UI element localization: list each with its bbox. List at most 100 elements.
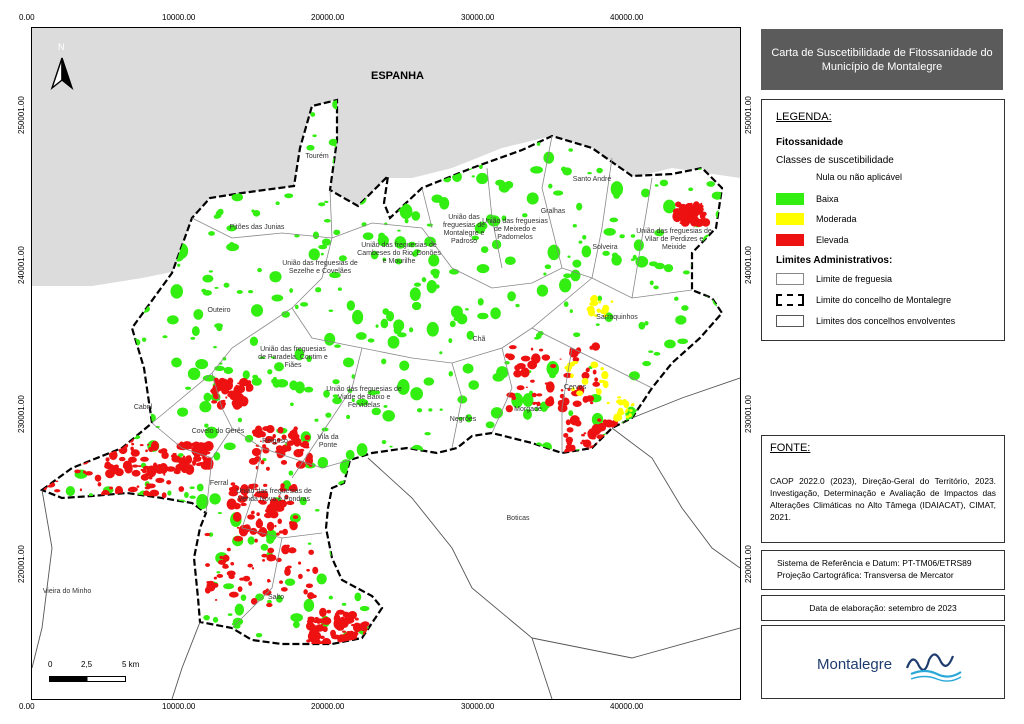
baixa-patch [215,210,222,219]
baixa-patch [216,571,221,574]
baixa-patch [489,144,498,150]
elevada-patch [346,630,351,636]
elevada-patch [194,452,201,459]
country-label-spain: ESPANHA [371,70,424,82]
elevada-patch [226,547,231,552]
baixa-patch [242,370,250,380]
baixa-patch [107,136,120,142]
baixa-patch [275,201,280,206]
baixa-patch [170,188,181,195]
baixa-patch [177,407,189,417]
elevada-patch [288,547,297,554]
baixa-patch [507,291,516,302]
baixa-patch [190,336,196,340]
baixa-patch [65,486,76,497]
baixa-patch [247,536,255,545]
elevada-patch [531,392,537,398]
elevada-patch [278,495,281,498]
elevada-patch [238,524,249,537]
elevada-patch [140,468,143,472]
baixa-patch [228,241,235,248]
baixa-patch [367,389,378,396]
baixa-patch [381,358,387,365]
elevada-patch [260,490,269,500]
baixa-patch [632,254,637,260]
elevada-patch [597,418,602,422]
elevada-patch [161,492,167,499]
fonte-title: FONTE: [770,442,811,454]
elevada-patch [105,457,110,462]
parish-label: União das freguesias de Paradela, Contim… [258,346,328,369]
baixa-patch [252,374,259,380]
baixa-patch [299,497,307,506]
scale-label-end: 5 km [122,660,140,669]
baixa-patch [457,395,468,404]
baixa-patch [157,178,164,183]
legend-label: Moderada [816,214,857,224]
baixa-patch [332,394,339,398]
baixa-patch [272,379,281,388]
elevada-patch [84,471,93,476]
elevada-patch [266,602,273,608]
baixa-patch [293,621,300,629]
elevada-patch [262,558,266,562]
baixa-patch [129,200,136,205]
elevada-patch [285,445,292,452]
baixa-patch [572,223,577,228]
baixa-patch [129,264,138,274]
elevada-patch [309,594,317,599]
baixa-patch [581,245,592,258]
elevada-patch [220,399,226,403]
baixa-patch [314,509,320,512]
y-tick: 250001.00 [17,96,26,134]
moderada-patch [623,400,630,408]
elevada-patch [200,461,208,470]
baixa-patch [480,246,489,253]
elevada-patch [204,447,207,450]
elevada-patch [195,462,202,467]
baixa-patch [609,217,619,223]
elevada-patch [531,353,541,364]
parish-label: Reigoso [262,438,288,445]
moderada-patch [613,413,621,422]
baixa-patch [522,213,528,218]
elevada-patch [313,620,318,624]
x-tick: 0.00 [19,13,35,22]
elevada-patch [253,428,264,438]
elevada-patch [114,464,119,469]
elevada-patch [228,490,239,497]
elevada-patch [240,484,249,496]
baixa-patch [500,100,509,103]
baixa-patch [277,175,283,179]
baixa-patch [476,264,490,274]
elevada-patch [245,387,251,392]
baixa-patch [394,236,407,249]
elevada-patch [136,485,140,488]
baixa-patch [177,263,181,267]
baixa-patch [407,241,416,248]
baixa-patch [602,250,610,256]
map-title: Carta de Suscetibilidade de Fitossanidad… [761,29,1003,90]
baixa-patch [164,117,169,120]
elevada-patch [576,416,580,421]
elevada-patch [225,396,228,399]
parish-label: Chã [472,336,486,343]
baixa-patch [193,309,204,320]
baixa-patch [213,345,217,349]
baixa-patch [98,217,103,223]
elevada-patch [354,617,359,621]
elevada-patch [228,390,236,396]
elevada-patch [208,464,213,470]
baixa-patch [471,175,475,178]
elevada-patch [520,355,531,362]
baixa-patch [324,200,329,203]
baixa-patch [314,418,319,422]
baixa-patch [151,113,159,120]
elevada-patch [305,583,314,589]
baixa-patch [424,236,436,247]
parish-label: Ferral [209,480,229,487]
elevada-patch [232,403,237,406]
baixa-patch [383,404,388,408]
x-tick: 0.00 [19,702,35,711]
baixa-patch [711,191,722,200]
